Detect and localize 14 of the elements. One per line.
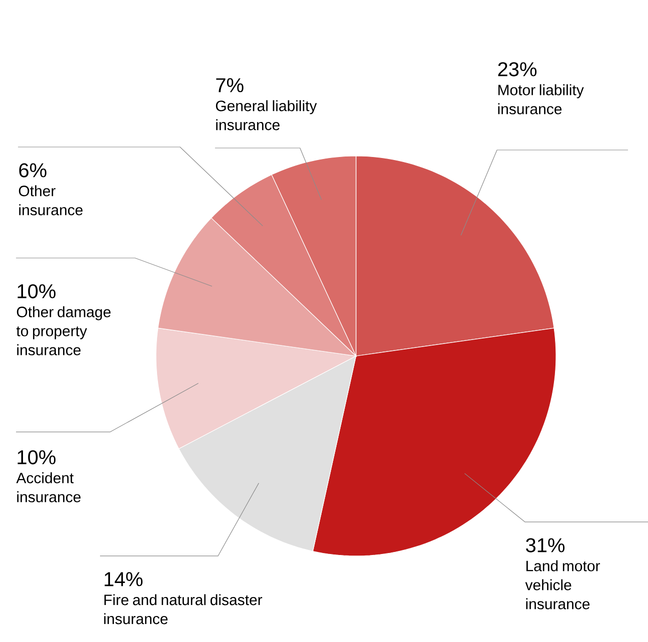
slice-label: Accident insurance xyxy=(16,472,81,502)
data-label: 6% xyxy=(19,163,46,178)
slice-label: Other insurance xyxy=(18,185,83,216)
data-label: 7% xyxy=(216,78,244,92)
slice-label: Motor liability insurance xyxy=(498,84,584,114)
data-label: 14% xyxy=(104,572,143,586)
data-label: 31% xyxy=(526,538,565,552)
slice-label: Fire and natural disaster insurance xyxy=(104,594,262,624)
slice-label: Other damage to property insurance xyxy=(16,306,111,356)
data-label: 10% xyxy=(18,284,56,298)
data-label: 10% xyxy=(18,450,56,464)
data-label: 23% xyxy=(498,62,537,76)
slice-label: General liability insurance xyxy=(216,100,317,130)
slice-label: Land motor vehicle insurance xyxy=(525,560,600,610)
